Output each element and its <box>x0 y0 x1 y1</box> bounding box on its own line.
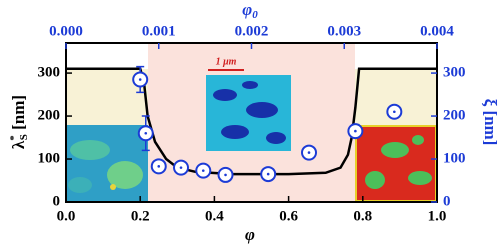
x2-label-symbol: φ <box>242 0 252 19</box>
y-tick-label: 0 <box>53 193 61 209</box>
y-tick-label: 100 <box>38 150 61 166</box>
x2-tick-label: 0.002 <box>235 23 269 39</box>
x2-tick-label: 0.001 <box>142 23 176 39</box>
x2-label-sub: 0 <box>252 9 258 21</box>
data-point-center <box>201 169 205 172</box>
x-tick-label: 0.8 <box>353 208 372 224</box>
data-point-center <box>138 78 142 81</box>
right-inset <box>355 125 437 202</box>
y2-tick-label: 100 <box>443 150 466 166</box>
y2-axis-label: ξ [nm] <box>481 99 500 146</box>
y-axis-label: λ*S [nm] <box>8 95 30 149</box>
x2-tick-label: 0.003 <box>327 23 361 39</box>
x-axis-label: φ <box>245 225 255 244</box>
middle-inset <box>206 75 291 151</box>
data-point-center <box>307 151 311 154</box>
y-tick-label: 300 <box>38 65 61 81</box>
y2-tick-label: 300 <box>443 65 466 81</box>
y-label-sub: S <box>18 134 30 140</box>
x2-axis-label: φ0 <box>242 0 258 21</box>
left-inset <box>66 125 148 202</box>
x-tick-label: 0.2 <box>131 208 150 224</box>
data-point-center <box>157 165 161 168</box>
y-tick-label: 200 <box>38 107 61 123</box>
x-tick-label: 1.0 <box>428 208 447 224</box>
data-point-center <box>266 172 270 176</box>
data-point-center <box>354 129 357 133</box>
x-tick-label: 0.0 <box>57 208 76 224</box>
y2-tick-label: 0 <box>443 193 451 209</box>
x2-tick-label: 0.000 <box>49 23 83 39</box>
x2-tick-label: 0.004 <box>420 23 454 39</box>
data-point-center <box>144 131 148 135</box>
data-point-center <box>393 110 396 114</box>
y-label-symbol: λ <box>9 140 28 149</box>
scale-label: 1 μm <box>216 56 237 67</box>
y-label-sup: * <box>8 135 20 141</box>
x-tick-label: 0.4 <box>205 208 224 224</box>
data-point-center <box>179 166 183 169</box>
y2-tick-label: 200 <box>443 107 466 123</box>
y-label-unit: [nm] <box>9 95 28 134</box>
data-point-center <box>224 173 227 177</box>
x-tick-label: 0.6 <box>279 208 298 224</box>
